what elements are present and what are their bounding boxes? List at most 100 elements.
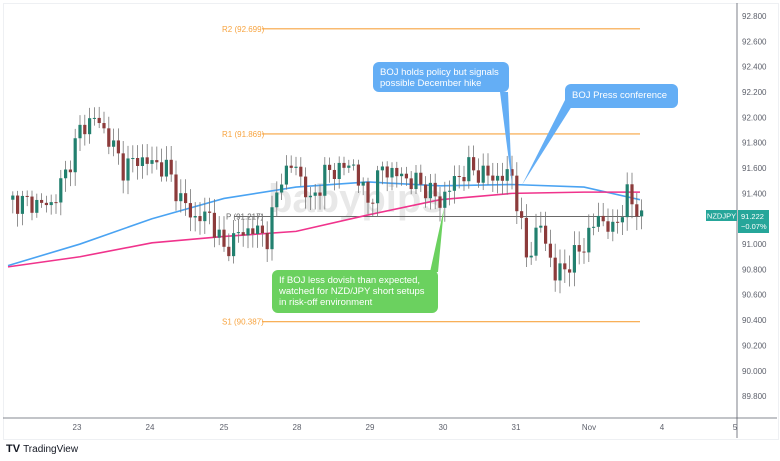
candle-body [92, 117, 96, 119]
candle-body [83, 124, 87, 135]
candle-body [246, 228, 250, 236]
candle-body [476, 170, 480, 183]
candle-body [563, 263, 567, 270]
candle-body [323, 164, 327, 196]
candle-body [505, 169, 509, 181]
candle-body [400, 173, 404, 177]
candle-body [179, 193, 183, 202]
candle-body [54, 202, 58, 204]
candle-body [640, 210, 644, 217]
symbol-label: NZDJPY [706, 210, 737, 221]
candle-body [419, 172, 423, 185]
x-tick-label: 25 [220, 423, 229, 432]
y-tick-label: 90.200 [742, 341, 767, 350]
candle-body [88, 118, 92, 135]
callout-boj-press: BOJ Press conference [565, 84, 678, 108]
callout-pointer [430, 208, 444, 272]
x-tick-label: 28 [293, 423, 302, 432]
svg-text:−0.07%: −0.07% [741, 222, 767, 231]
candle-body [510, 169, 514, 176]
candle-body [116, 140, 120, 154]
x-tick-label: 31 [512, 423, 521, 432]
candle-body [568, 269, 572, 273]
candle-body [145, 157, 149, 164]
callout-short-setup: If BOJ less dovish than expected, watche… [272, 270, 438, 313]
candle-body [496, 175, 500, 181]
candle-body [40, 199, 44, 203]
y-tick-label: 91.400 [742, 189, 767, 198]
candle-body [64, 169, 68, 179]
candle-body [121, 153, 125, 181]
candle-body [481, 165, 485, 183]
candle-body [577, 245, 581, 252]
candle-body [587, 227, 591, 253]
y-tick-label: 91.800 [742, 139, 767, 148]
candle-body [140, 157, 144, 166]
candle-body [260, 225, 264, 234]
candle-body [452, 176, 456, 191]
y-tick-label: 92.200 [742, 88, 767, 97]
candle-body [44, 202, 48, 206]
candle-body [428, 182, 432, 199]
candle-body [534, 227, 538, 256]
candle-body [270, 207, 274, 250]
callout-pointer [500, 92, 512, 185]
candle-body [342, 162, 346, 168]
x-tick-label: Nov [582, 423, 596, 432]
x-tick-label: 29 [366, 423, 375, 432]
candle-body [515, 175, 519, 212]
candle-body [68, 169, 72, 173]
candle-body [184, 193, 188, 204]
pivot-level-label: P (91.217) [226, 213, 264, 222]
candle-body [352, 164, 356, 166]
y-tick-label: 90.800 [742, 265, 767, 274]
candle-body [150, 160, 154, 164]
x-tick-label: 4 [660, 423, 665, 432]
y-tick-label: 92.400 [742, 63, 767, 72]
candle-body [337, 162, 341, 179]
candle-body [601, 215, 605, 222]
candle-body [424, 184, 428, 199]
candle-body [625, 184, 629, 218]
pivot-level-label: R2 (92.699) [222, 25, 265, 34]
candle-body [160, 162, 164, 177]
candle-body [169, 159, 173, 175]
candle-body [16, 195, 20, 214]
candle-body [635, 204, 639, 217]
candle-body [102, 123, 106, 129]
candle-body [294, 166, 298, 168]
candle-body [385, 166, 389, 178]
candle-body [227, 246, 231, 257]
candle-body [193, 216, 197, 218]
candle-body [236, 232, 240, 234]
candle-body [611, 221, 615, 232]
candle-body [155, 160, 159, 163]
candle-body [472, 157, 476, 171]
candle-body [582, 251, 586, 253]
candle-body [131, 158, 135, 160]
candle-body [97, 117, 101, 124]
candle-body [606, 221, 610, 232]
candle-body [332, 169, 336, 179]
candle-body [438, 196, 442, 208]
candle-body [241, 232, 245, 236]
callout-pointer [522, 98, 572, 185]
candle-body [592, 226, 596, 228]
candle-body [299, 166, 303, 177]
candle-body [529, 255, 533, 258]
tradingview-logo[interactable]: TV TradingView [6, 443, 79, 455]
candle-body [251, 228, 255, 234]
candle-body [376, 170, 380, 204]
candle-body [486, 165, 490, 176]
callout-boj-hold: BOJ holds policy but signals possible De… [373, 62, 509, 92]
candle-body [198, 216, 202, 222]
candle-body [467, 157, 471, 182]
candle-body [539, 225, 543, 228]
x-tick-label: 23 [73, 423, 82, 432]
candle-body [256, 225, 260, 234]
candle-body [174, 174, 178, 202]
candle-body [572, 245, 576, 273]
candle-body [313, 192, 317, 196]
candle-body [30, 196, 34, 213]
